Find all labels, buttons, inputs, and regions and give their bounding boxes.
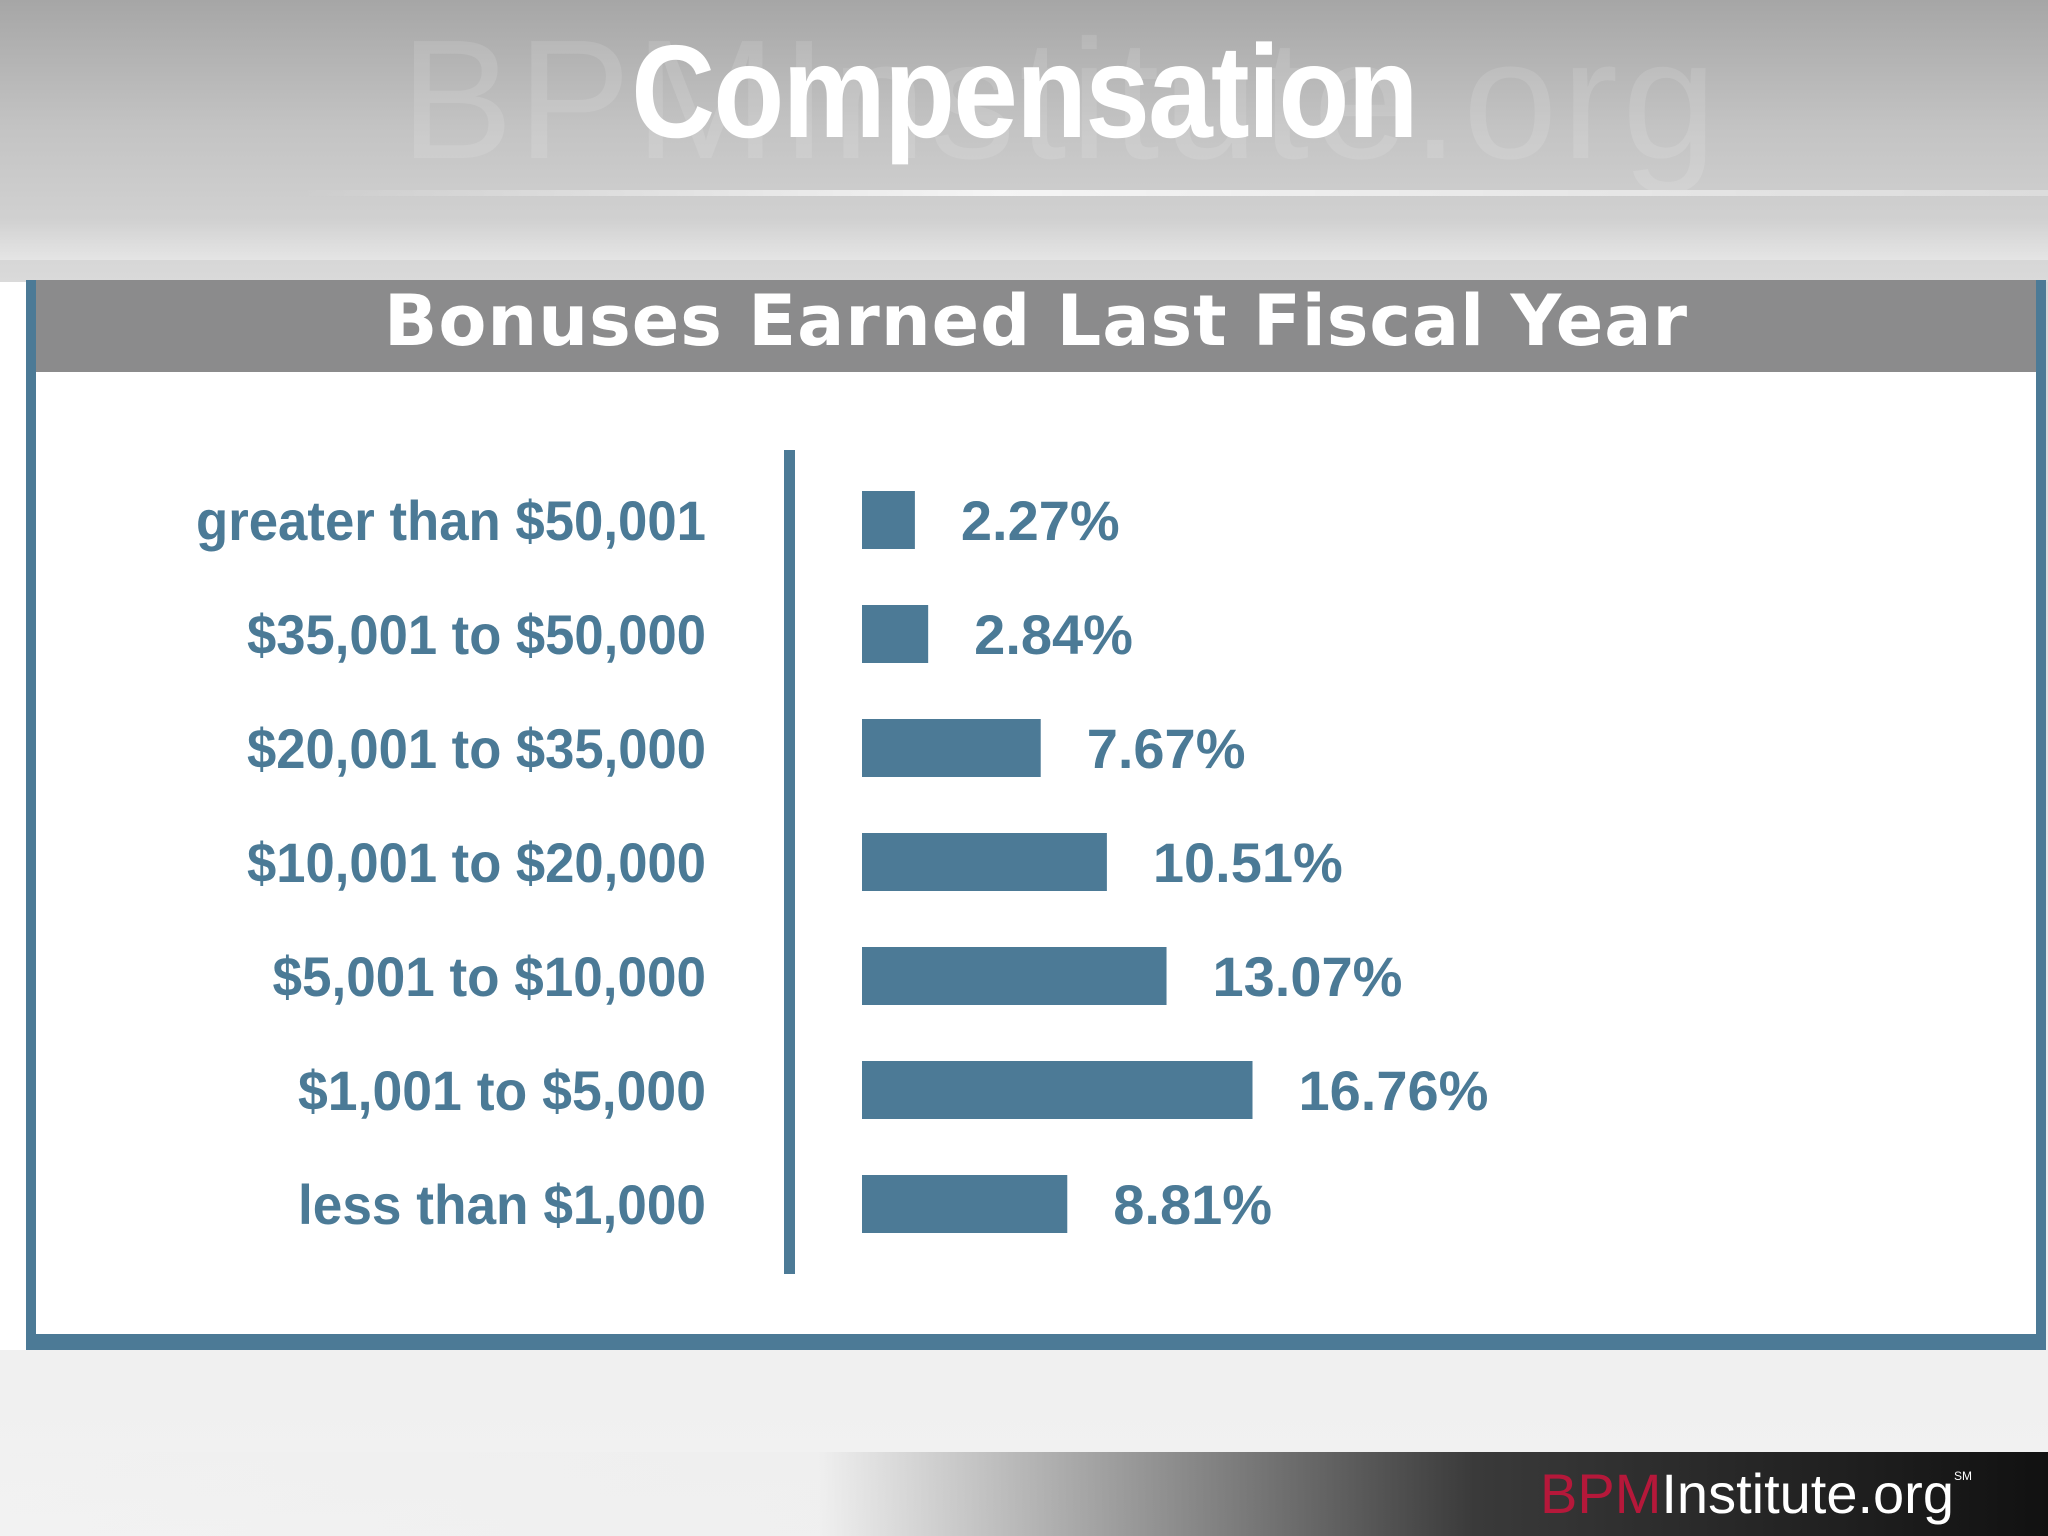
brand-logo-bpm: BPM bbox=[1540, 1462, 1662, 1525]
bar bbox=[862, 833, 1107, 891]
category-label: $1,001 to $5,000 bbox=[298, 1059, 706, 1122]
bar bbox=[862, 947, 1167, 1005]
value-label: 8.81% bbox=[1113, 1173, 1272, 1236]
chart-title: Bonuses Earned Last Fiscal Year bbox=[383, 280, 1689, 362]
chart-panel: Bonuses Earned Last Fiscal Year greater … bbox=[26, 280, 2046, 1350]
brand-logo: BPMInstitute.orgSM bbox=[1540, 1452, 2040, 1536]
brand-logo-institute: Institute.org bbox=[1661, 1462, 1954, 1525]
bar bbox=[862, 1175, 1068, 1233]
bar bbox=[862, 491, 915, 549]
watermark: BPMInstitute.org bbox=[400, 10, 1721, 190]
bar bbox=[862, 605, 929, 663]
footer-bar bbox=[0, 1452, 2048, 1536]
header-streak bbox=[300, 190, 2048, 196]
category-label: $10,001 to $20,000 bbox=[247, 831, 706, 894]
value-label: 13.07% bbox=[1213, 945, 1403, 1008]
chart-title-bar: Bonuses Earned Last Fiscal Year bbox=[36, 280, 2036, 372]
chart-left-gap bbox=[0, 282, 26, 1350]
category-label: $5,001 to $10,000 bbox=[273, 945, 707, 1008]
header-band: BPMInstitute.org bbox=[0, 0, 2048, 282]
page-title: Compensation bbox=[631, 18, 1418, 165]
category-label: greater than $50,001 bbox=[196, 489, 706, 552]
category-label: $35,001 to $50,000 bbox=[247, 603, 706, 666]
value-label: 16.76% bbox=[1299, 1059, 1489, 1122]
value-label: 7.67% bbox=[1087, 717, 1246, 780]
value-label: 2.84% bbox=[974, 603, 1133, 666]
bar-chart: greater than $50,001 2.27% $35,001 to $50,… bbox=[196, 450, 1489, 1274]
service-mark: SM bbox=[1953, 1469, 1972, 1483]
axis-line bbox=[784, 450, 795, 1274]
category-label: less than $1,000 bbox=[298, 1173, 706, 1236]
value-label: 10.51% bbox=[1153, 831, 1343, 894]
bar bbox=[862, 719, 1041, 777]
category-label: $20,001 to $35,000 bbox=[247, 717, 706, 780]
value-label: 2.27% bbox=[961, 489, 1120, 552]
header-glow bbox=[0, 220, 2048, 260]
bar bbox=[862, 1061, 1253, 1119]
